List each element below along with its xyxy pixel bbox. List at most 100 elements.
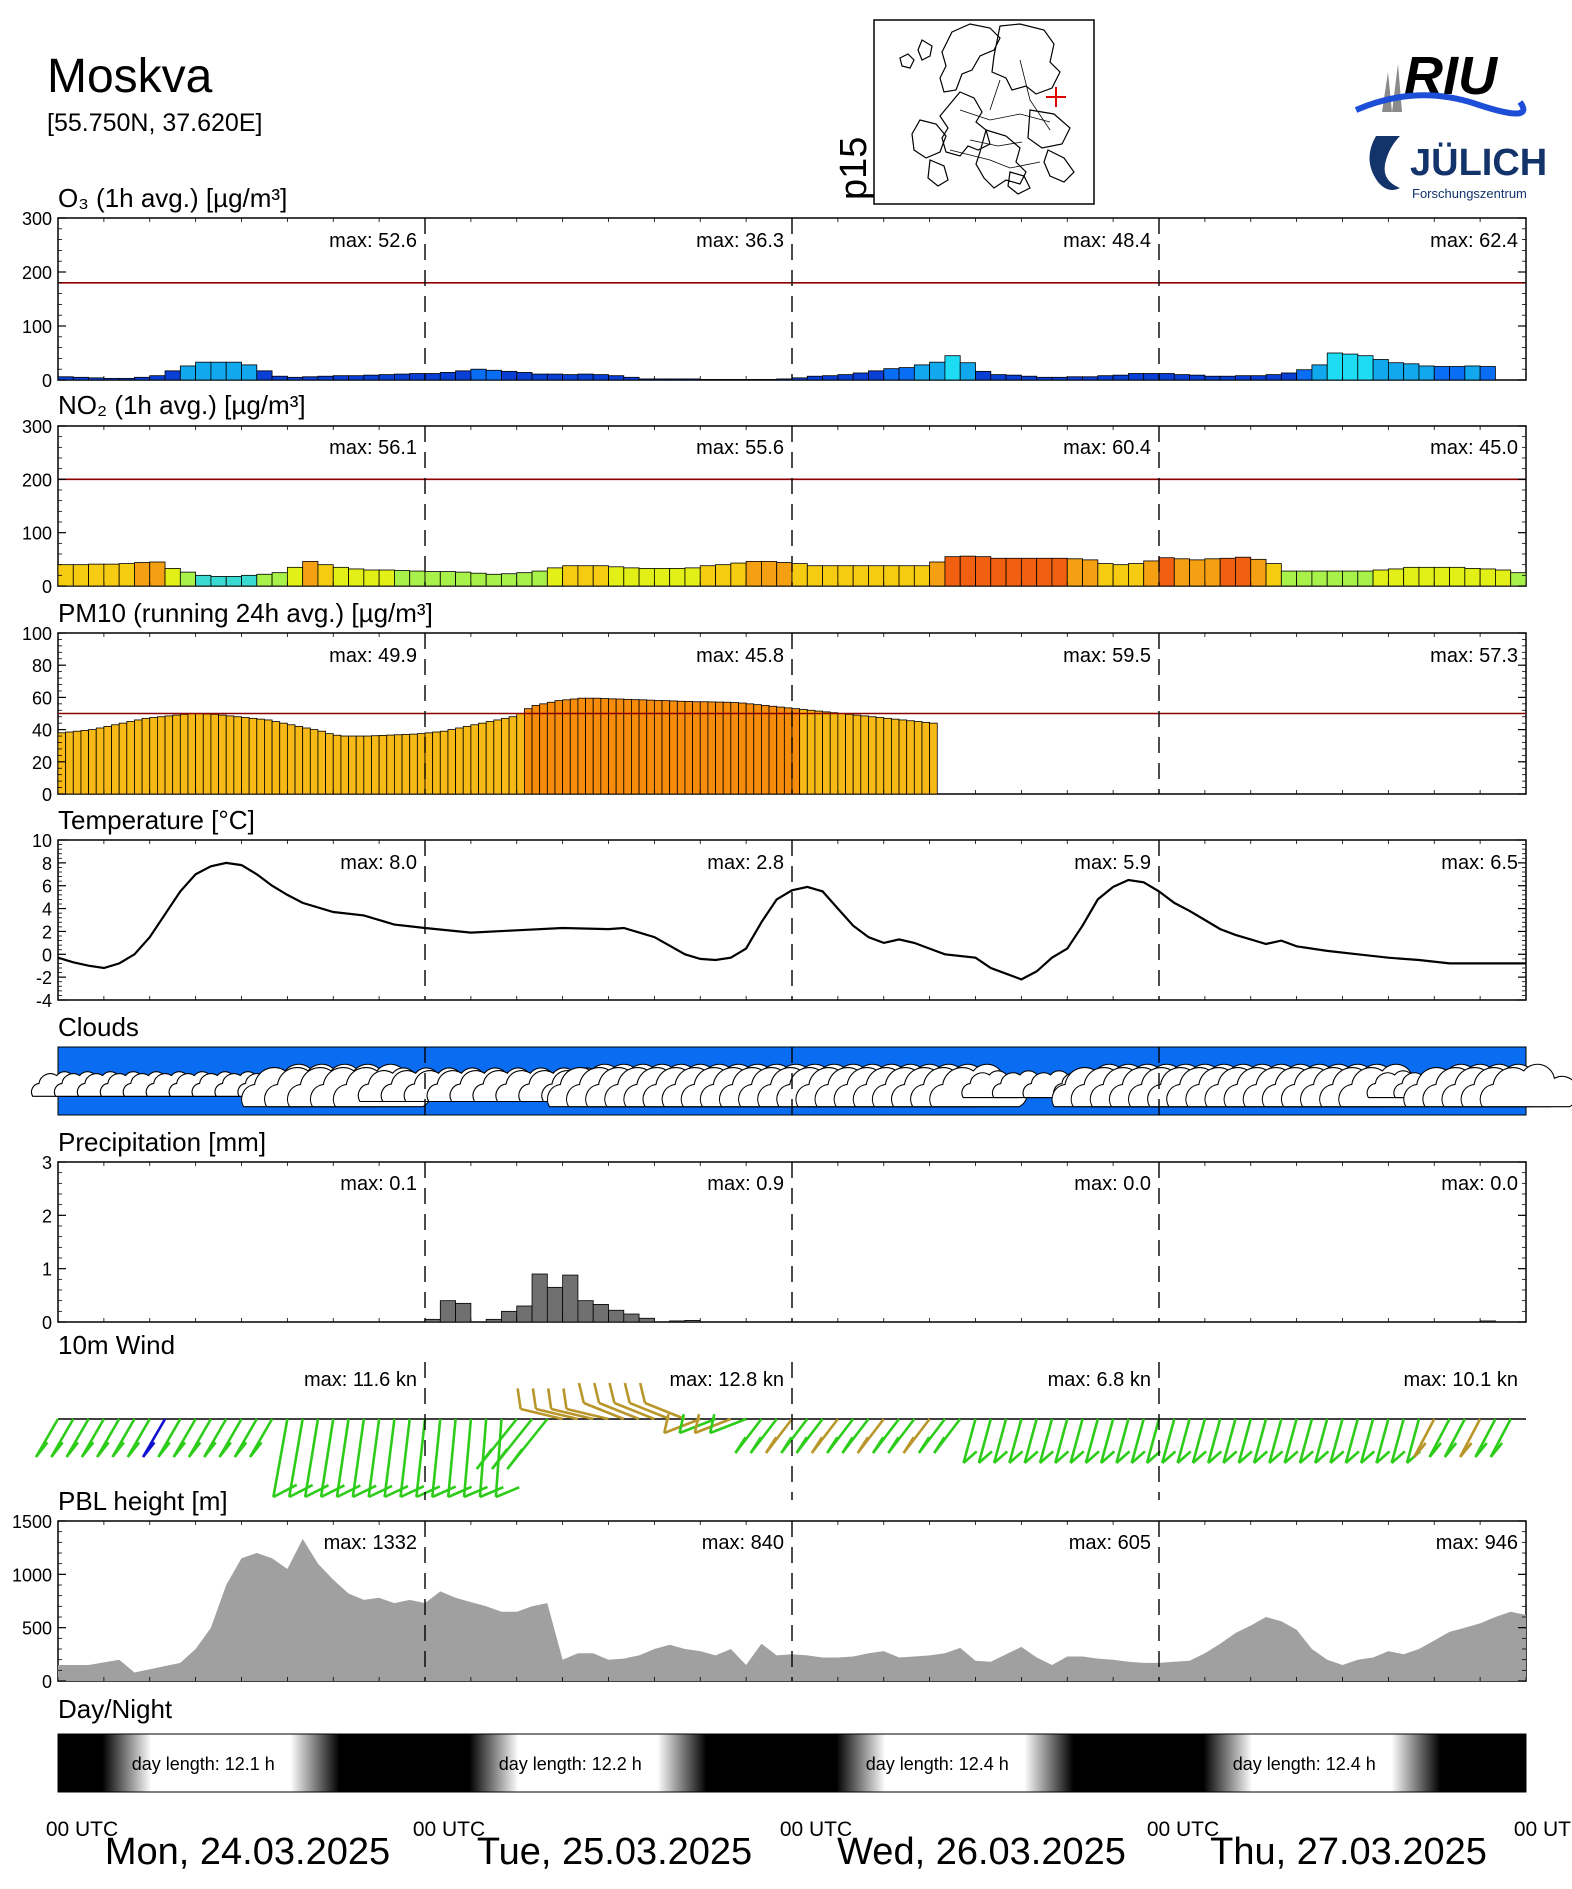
pm10-bar: [470, 724, 479, 795]
no2-bar: [164, 568, 181, 587]
no2-bar: [72, 564, 89, 587]
wind-barb-shaft: [319, 1418, 335, 1498]
no2-bar: [455, 571, 472, 587]
wind-barb-shaft: [1023, 1418, 1038, 1464]
wind-barb-feather: [780, 1436, 793, 1454]
wind-barb-feather: [491, 1448, 509, 1470]
temp-title: Temperature [°C]: [58, 805, 255, 835]
no2-bar: [1250, 558, 1267, 587]
precip-bar: [577, 1300, 594, 1323]
wind-barb-feather: [1344, 1450, 1360, 1464]
wind-barb-shaft: [462, 1418, 473, 1498]
no2-bar: [623, 567, 640, 587]
clouds-strip: [30, 1046, 1572, 1116]
wind-barb-feather: [157, 1441, 171, 1458]
wind-barb-feather: [288, 1483, 314, 1499]
wind-barb-shaft: [1084, 1418, 1100, 1464]
o3-bar: [363, 374, 380, 381]
wind-barb-shaft: [1222, 1418, 1237, 1464]
utc-label: 00 UTC: [1147, 1818, 1219, 1841]
no2-bar: [195, 574, 212, 587]
pm10-bar: [860, 715, 869, 795]
o3-bar: [1479, 366, 1496, 381]
wind-barb-feather: [933, 1436, 946, 1454]
o3-max-label: max: 62.4: [1430, 230, 1518, 252]
o3-bar: [225, 361, 242, 381]
wind-barb-shaft: [1206, 1418, 1222, 1464]
julich-logo: JÜLICH Forschungszentrum: [1369, 136, 1547, 201]
wind-barb-feather: [1023, 1450, 1039, 1464]
pm10-bar: [791, 708, 801, 795]
wind-barb-feather: [1329, 1450, 1345, 1464]
precip-bar: [623, 1313, 640, 1323]
pm10-bar: [309, 729, 319, 795]
wind-barb-feather: [593, 1382, 601, 1404]
wind-barb-shaft: [478, 1418, 488, 1498]
wind-barb-shaft: [1237, 1418, 1253, 1464]
o3-bar: [1128, 373, 1145, 381]
o3-bar: [1449, 366, 1466, 381]
riu-logo: RIU: [1354, 46, 1527, 117]
precip-bar: [669, 1320, 686, 1323]
wind-barb-feather: [1253, 1450, 1269, 1464]
no2-bar: [913, 565, 931, 587]
no2-bar: [1296, 570, 1313, 587]
pm10-bar: [340, 735, 349, 795]
no2-bar: [852, 565, 869, 587]
wind-barb-feather: [384, 1484, 409, 1499]
temp-ytick-label: 6: [42, 877, 52, 897]
wind-barb-shaft: [1268, 1418, 1283, 1464]
wind-barb-shaft: [1375, 1418, 1390, 1464]
temperature-line: [57, 861, 1526, 981]
pm10-bar: [799, 709, 808, 795]
no2-bar: [1143, 560, 1160, 587]
precip-plot: 0 1 2 3: [42, 1153, 1527, 1333]
pbl-max-label: max: 1332: [324, 1532, 417, 1554]
wind-barb-feather: [856, 1436, 870, 1454]
day-length-label: day length: 12.4 h: [866, 1754, 1009, 1774]
no2-bar: [271, 572, 288, 587]
pm10-bar: [906, 720, 915, 795]
pm10-bar: [546, 701, 556, 795]
wind-barb-feather: [126, 1441, 141, 1458]
o3-bar: [195, 361, 212, 381]
pbl-area: [58, 1538, 1526, 1681]
wind-barb-feather: [1428, 1442, 1442, 1458]
o3-bar: [317, 375, 334, 381]
o3-bar: [699, 379, 716, 381]
o3-bar: [1143, 373, 1160, 381]
pm10-bar: [890, 718, 900, 795]
precip-ytick-label: 3: [42, 1153, 52, 1173]
no2-bar: [1158, 557, 1175, 587]
wind-barb-feather: [65, 1441, 80, 1458]
pbl-max-label: max: 840: [702, 1532, 784, 1554]
o3-bar: [1280, 372, 1298, 381]
o3-bar: [837, 374, 854, 381]
precip-max-label: max: 0.9: [707, 1173, 784, 1195]
o3-bar: [608, 375, 625, 381]
wind-barb-shaft: [709, 1417, 747, 1435]
temp-ytick-label: -2: [36, 968, 52, 988]
pm10-bar: [913, 721, 923, 795]
o3-bar: [286, 376, 304, 381]
wind-barb-feather: [320, 1484, 346, 1499]
wind-barb-feather: [577, 1382, 586, 1404]
wind-barb-feather: [479, 1485, 504, 1499]
pm10-bar: [134, 719, 143, 795]
o3-bar: [439, 372, 456, 381]
no2-bar: [348, 568, 365, 587]
wind-barb-feather: [1299, 1450, 1314, 1464]
no2-bar: [745, 561, 762, 587]
no2-ytick-label: 300: [22, 417, 52, 437]
pm10-bar: [179, 713, 189, 795]
wind-barb-feather: [1115, 1450, 1131, 1464]
no2-bar: [959, 555, 976, 587]
no2-bar: [776, 562, 793, 587]
o3-bar: [1051, 376, 1068, 381]
wind-barb-feather: [764, 1436, 778, 1454]
pm10-bar: [149, 717, 158, 795]
no2-bar: [88, 563, 105, 587]
wind-barb-feather: [431, 1485, 457, 1499]
temp-max-label: max: 5.9: [1074, 852, 1151, 874]
wind-barb-shaft: [383, 1418, 396, 1498]
